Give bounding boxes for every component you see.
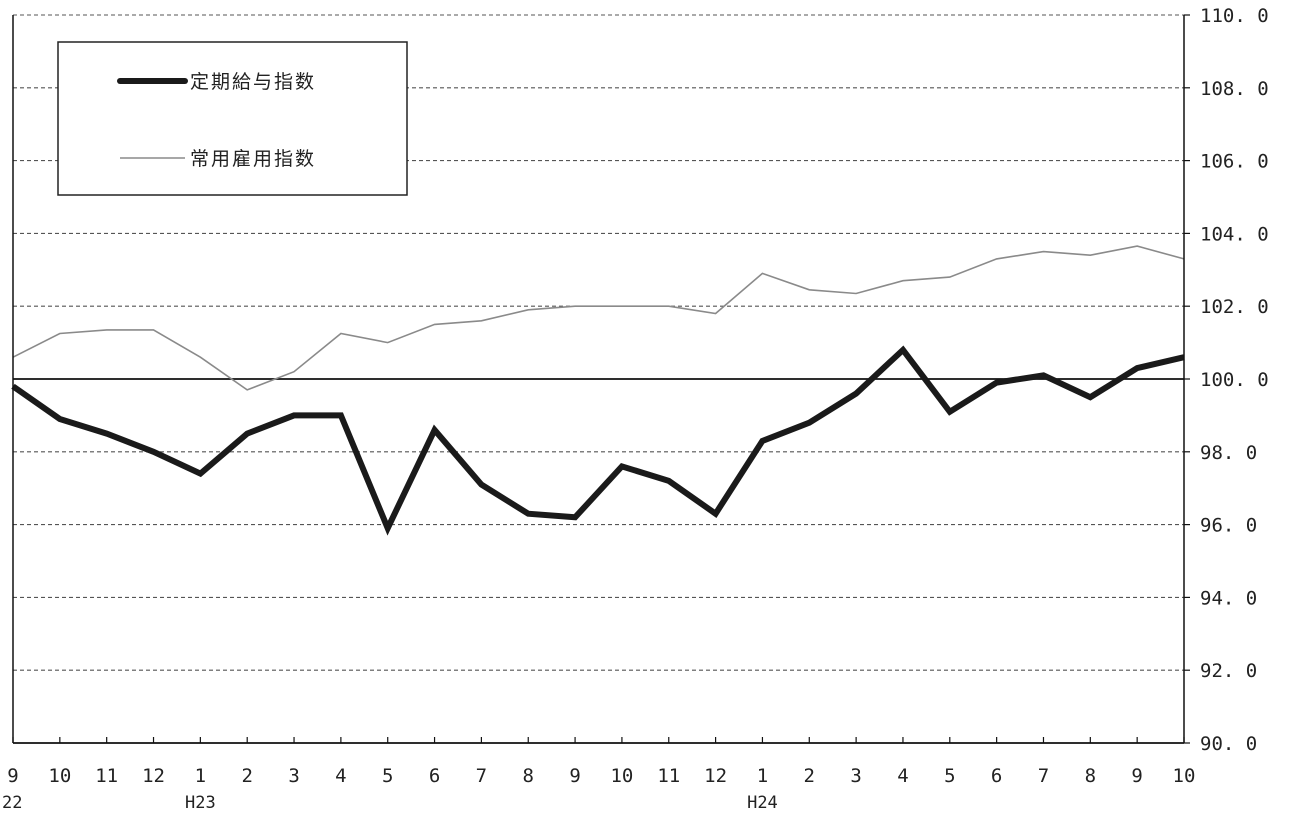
x-tick-label: 2 bbox=[804, 765, 815, 787]
x-tick-label: 3 bbox=[288, 765, 299, 787]
x-tick-label: 7 bbox=[1038, 765, 1049, 787]
legend: 定期給与指数 常用雇用指数 bbox=[57, 41, 408, 196]
x-tick-label: 4 bbox=[897, 765, 908, 787]
x-tick-label: 9 bbox=[1131, 765, 1142, 787]
y-tick-label: 110. 0 bbox=[1200, 5, 1269, 27]
series-line-employment-index bbox=[12, 245, 1185, 391]
y-tick-label: 100. 0 bbox=[1200, 369, 1269, 391]
x-tick-label: 1 bbox=[195, 765, 206, 787]
x-tick-label: 12 bbox=[142, 765, 165, 787]
x-tick-label: 11 bbox=[95, 765, 118, 787]
x-tick-label: 9 bbox=[569, 765, 580, 787]
x-tick-label: 8 bbox=[523, 765, 534, 787]
y-tick-label: 108. 0 bbox=[1200, 78, 1269, 100]
y-tick-label: 98. 0 bbox=[1200, 442, 1257, 464]
y-tick-label: 104. 0 bbox=[1200, 223, 1269, 245]
x-tick-label: 7 bbox=[476, 765, 487, 787]
y-tick-label: 96. 0 bbox=[1200, 515, 1257, 537]
y-tick-label: 94. 0 bbox=[1200, 587, 1257, 609]
x-tick-label: 4 bbox=[335, 765, 346, 787]
x-tick-label: 10 bbox=[1173, 765, 1196, 787]
x-tick-label: 6 bbox=[991, 765, 1002, 787]
series-line-wage-index bbox=[11, 345, 1185, 536]
series-lines bbox=[11, 245, 1185, 536]
legend-box bbox=[57, 41, 408, 196]
x-tick-label: 3 bbox=[850, 765, 861, 787]
x-tick-label: 2 bbox=[241, 765, 252, 787]
legend-label-employment: 常用雇用指数 bbox=[190, 148, 316, 170]
x-era-label: H23 bbox=[185, 793, 216, 813]
x-tick-label: 8 bbox=[1085, 765, 1096, 787]
x-tick-label: 5 bbox=[944, 765, 955, 787]
x-era-label: 22 bbox=[2, 793, 22, 813]
gridlines bbox=[13, 14, 1184, 671]
x-tick-label: 5 bbox=[382, 765, 393, 787]
x-tick-label: 9 bbox=[7, 765, 18, 787]
x-tick-label: 6 bbox=[429, 765, 440, 787]
y-tick-labels: 110. 0 108. 0 106. 0 104. 0 102. 0 100. 0 98. … bbox=[1200, 5, 1269, 755]
y-tick-label: 90. 0 bbox=[1200, 733, 1257, 755]
y-tick-label: 92. 0 bbox=[1200, 660, 1257, 682]
x-tick-label: 11 bbox=[657, 765, 680, 787]
x-tick-label: 10 bbox=[48, 765, 71, 787]
legend-label-wage: 定期給与指数 bbox=[190, 71, 316, 93]
x-tick-label: 1 bbox=[757, 765, 768, 787]
y-tick-label: 106. 0 bbox=[1200, 151, 1269, 173]
y-tick-label: 102. 0 bbox=[1200, 296, 1269, 318]
axes bbox=[12, 14, 1190, 744]
x-tick-label: 10 bbox=[610, 765, 633, 787]
x-tick-label: 12 bbox=[704, 765, 727, 787]
x-era-label: H24 bbox=[747, 793, 778, 813]
